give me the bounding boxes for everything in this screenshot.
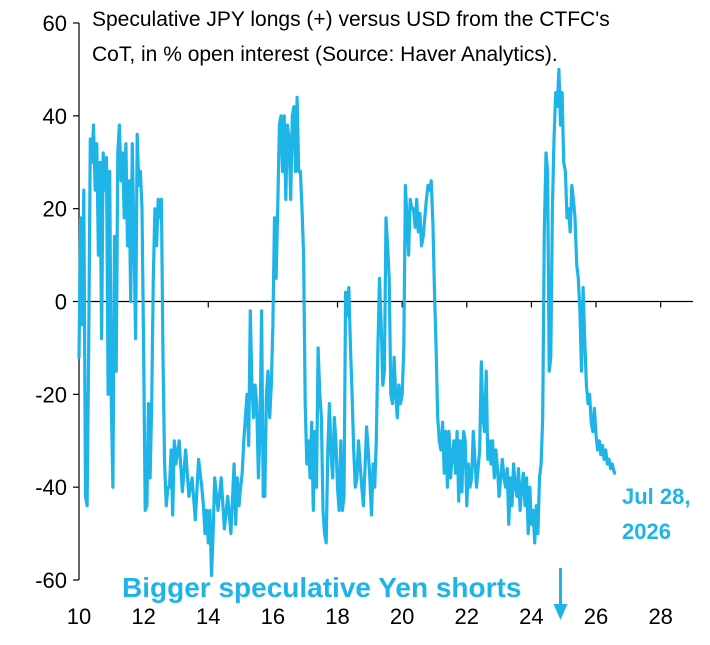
x-tick-label: 16 — [261, 604, 285, 629]
chart-title-line-1: Speculative JPY longs (+) versus USD fro… — [92, 8, 610, 31]
y-tick-label: 40 — [43, 104, 67, 129]
x-tick-label: 28 — [648, 604, 672, 629]
x-tick-label: 20 — [390, 604, 414, 629]
date-annotation-line-2: 2026 — [622, 519, 671, 544]
series — [77, 67, 617, 577]
chart-title: Speculative JPY longs (+) versus USD fro… — [92, 8, 610, 66]
y-tick-label: 60 — [43, 11, 67, 36]
annotations: Jul 28, 2026 Bigger speculative Yen shor… — [122, 484, 690, 620]
x-tick-label: 18 — [325, 604, 349, 629]
arrow-head — [553, 604, 568, 620]
x-tick-label: 22 — [455, 604, 479, 629]
shorts-annotation: Bigger speculative Yen shorts — [122, 572, 521, 603]
y-tick-label: 0 — [55, 290, 67, 315]
y-tick-label: 20 — [43, 197, 67, 222]
y-tick-label: -20 — [35, 382, 67, 407]
y-tick-label: -60 — [35, 568, 67, 593]
chart-title-line-2: CoT, in % open interest (Source: Haver A… — [92, 43, 558, 66]
y-tick-label: -40 — [35, 475, 67, 500]
x-tick-label: 26 — [584, 604, 608, 629]
down-arrow-icon — [553, 568, 568, 620]
series-line-0 — [77, 67, 617, 577]
date-annotation-line-1: Jul 28, — [622, 484, 690, 509]
x-tick-label: 10 — [67, 604, 91, 629]
x-tick-label: 24 — [519, 604, 543, 629]
x-tick-label: 14 — [196, 604, 220, 629]
x-tick-label: 12 — [131, 604, 155, 629]
